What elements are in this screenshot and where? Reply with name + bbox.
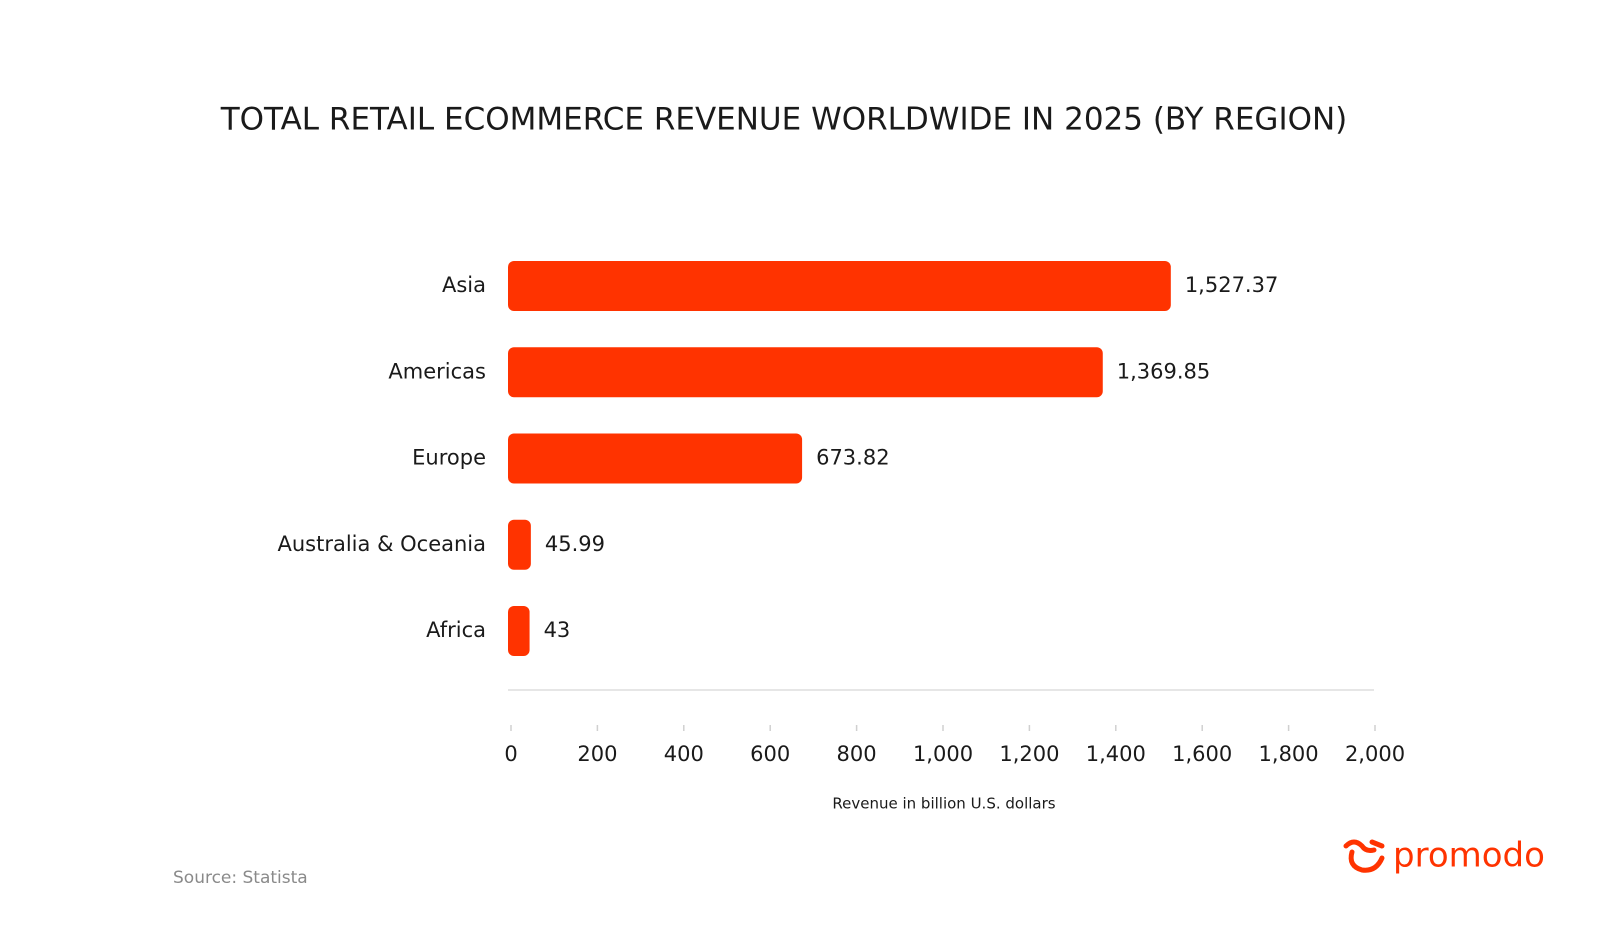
x-tick-label: 200 bbox=[577, 742, 617, 766]
x-tick-label: 0 bbox=[504, 742, 517, 766]
value-label: 673.82 bbox=[816, 446, 889, 470]
y-tick-label: Australia & Oceania bbox=[278, 532, 487, 556]
y-tick-label: Asia bbox=[442, 273, 486, 297]
x-tick-label: 1,600 bbox=[1172, 742, 1232, 766]
bar bbox=[508, 606, 530, 656]
bar bbox=[508, 433, 803, 484]
x-tick-label: 1,800 bbox=[1259, 742, 1319, 766]
value-label: 1,369.85 bbox=[1117, 359, 1211, 383]
y-tick-label: Europe bbox=[412, 446, 486, 470]
logo-text: promodo bbox=[1393, 836, 1545, 876]
x-tick-label: 2,000 bbox=[1345, 742, 1405, 766]
x-tick-label: 1,400 bbox=[1086, 742, 1146, 766]
logo: promodo bbox=[1343, 836, 1545, 876]
x-tick-label: 600 bbox=[750, 742, 790, 766]
y-tick-label: Americas bbox=[388, 359, 486, 383]
x-tick-label: 400 bbox=[664, 742, 704, 766]
source: Source: Statista bbox=[173, 868, 308, 888]
x-tick-label: 1,000 bbox=[913, 742, 973, 766]
value-label: 45.99 bbox=[545, 532, 605, 556]
bar bbox=[508, 519, 531, 570]
logo-icon bbox=[1343, 839, 1385, 873]
value-label: 43 bbox=[544, 618, 571, 642]
value-label: 1,527.37 bbox=[1185, 273, 1279, 297]
x-tick-label: 1,200 bbox=[999, 742, 1059, 766]
chart-title: TOTAL RETAIL ECOMMERCE REVENUE WORLDWIDE… bbox=[220, 102, 1348, 138]
bar bbox=[508, 261, 1171, 311]
x-axis-label: Revenue in billion U.S. dollars bbox=[832, 795, 1055, 813]
y-tick-label: Africa bbox=[426, 618, 486, 642]
bar bbox=[508, 347, 1103, 398]
x-tick-label: 800 bbox=[837, 742, 877, 766]
